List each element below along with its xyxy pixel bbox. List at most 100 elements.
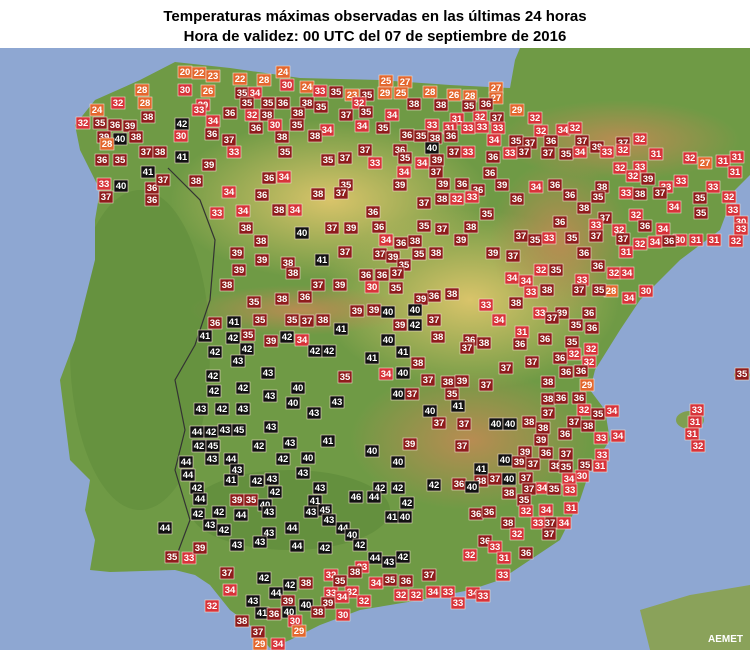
station-box: [414, 156, 430, 170]
station-box: [434, 192, 450, 206]
station-box: [540, 146, 556, 160]
station-temp: 44: [271, 588, 282, 599]
station-temp: 32: [326, 570, 337, 581]
station-temp: 39: [432, 155, 443, 166]
station-temp: 38: [551, 461, 562, 472]
station-temp: 35: [696, 208, 707, 219]
station-temp: 36: [574, 393, 585, 404]
station-temp: 37: [492, 113, 503, 124]
station-box: [223, 473, 239, 487]
station-box: [238, 221, 254, 235]
station-box: [422, 85, 438, 99]
station-box: [279, 78, 295, 92]
station-box: [502, 417, 518, 431]
station-box: [157, 521, 173, 535]
station-box: [112, 153, 128, 167]
station-temp: 38: [301, 578, 312, 589]
station-box: [530, 516, 546, 530]
station-temp: 36: [396, 238, 407, 249]
station-temp: 30: [577, 471, 588, 482]
station-temp: 43: [384, 557, 395, 568]
station-temp: 35: [737, 369, 748, 380]
station-box: [433, 98, 449, 112]
station-box: [113, 179, 129, 193]
station-box: [374, 268, 390, 282]
station-box: [312, 84, 328, 98]
station-temp: 34: [650, 237, 661, 248]
station-temp: 31: [566, 503, 577, 514]
station-temp: 26: [203, 86, 214, 97]
station-temp: 37: [340, 153, 351, 164]
station-temp: 38: [579, 203, 590, 214]
station-temp: 37: [224, 135, 235, 146]
station-box: [449, 192, 465, 206]
station-temp: 36: [484, 507, 495, 518]
station-box: [235, 402, 251, 416]
station-temp: 40: [383, 307, 394, 318]
station-box: [233, 508, 249, 522]
station-temp: 41: [143, 167, 154, 178]
station-box: [505, 249, 521, 263]
africa: [640, 585, 750, 650]
station-temp: 30: [338, 610, 349, 621]
station-temp: 38: [409, 99, 420, 110]
station-box: [266, 607, 282, 621]
station-box: [239, 342, 255, 356]
station-box: [310, 605, 326, 619]
station-temp: 34: [669, 202, 680, 213]
station-box: [211, 505, 227, 519]
station-temp: 44: [236, 510, 247, 521]
station-temp: 32: [693, 441, 704, 452]
station-temp: 42: [278, 454, 289, 465]
station-temp: 37: [302, 316, 313, 327]
station-box: [525, 457, 541, 471]
station-box: [416, 219, 432, 233]
station-temp: 37: [423, 375, 434, 386]
station-box: [706, 233, 722, 247]
station-temp: 42: [206, 427, 217, 438]
station-temp: 34: [558, 125, 569, 136]
station-box: [201, 158, 217, 172]
station-box: [275, 96, 291, 110]
station-temp: 36: [593, 261, 604, 272]
station-temp: 39: [456, 235, 467, 246]
station-temp: 42: [192, 483, 203, 494]
station-temp: 32: [586, 344, 597, 355]
station-temp: 38: [524, 417, 535, 428]
station-temp: 37: [424, 570, 435, 581]
station-temp: 36: [457, 179, 468, 190]
station-temp: 33: [370, 158, 381, 169]
station-temp: 32: [359, 596, 370, 607]
station-temp: 42: [242, 344, 253, 355]
station-temp: 30: [290, 616, 301, 627]
station-temp: 39: [232, 248, 243, 259]
station-box: [295, 466, 311, 480]
station-box: [312, 481, 328, 495]
station-temp: 32: [631, 210, 642, 221]
station-temp: 38: [293, 108, 304, 119]
station-temp: 37: [340, 247, 351, 258]
station-box: [207, 316, 223, 330]
station-temp: 42: [217, 404, 228, 415]
station-temp: 42: [402, 498, 413, 509]
station-temp: 35: [399, 260, 410, 271]
subtitle: Hora de validez: 00 UTC del 07 de septie…: [184, 28, 567, 45]
station-temp: 28: [102, 139, 113, 150]
station-temp: 39: [536, 435, 547, 446]
station-temp: 38: [413, 358, 424, 369]
station-box: [721, 190, 737, 204]
station-temp: 35: [511, 136, 522, 147]
station-box: [461, 99, 477, 113]
station-box: [282, 436, 298, 450]
station-box: [590, 259, 606, 273]
station-box: [568, 318, 584, 332]
station-box: [371, 220, 387, 234]
station-temp: 36: [368, 207, 379, 218]
station-temp: 28: [465, 91, 476, 102]
station-temp: 24: [92, 105, 103, 116]
station-box: [317, 541, 333, 555]
station-box: [190, 507, 206, 521]
station-box: [666, 200, 682, 214]
station-box: [321, 344, 337, 358]
station-temp: 31: [709, 235, 720, 246]
